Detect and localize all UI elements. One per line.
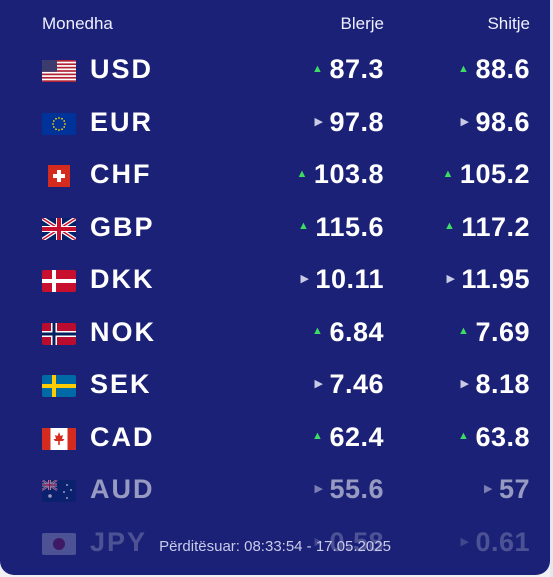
sell-rate-value: 11.95 <box>461 264 530 294</box>
buy-rate-value: 97.8 <box>329 106 384 137</box>
rate-row-jpy: JPY ▶ 0.58 ▶ 0.61 <box>0 517 550 570</box>
ch-flag-icon <box>42 165 76 187</box>
buy-rate: ▲ 115.6 <box>298 212 384 243</box>
rate-row-gbp: GBP ▲ 115.6 ▲ 117.2 <box>0 202 550 255</box>
buy-rate: ▶ 55.6 <box>314 474 384 505</box>
trend-up-icon: ▲ <box>444 220 456 232</box>
buy-rate: ▲ 103.8 <box>297 159 384 190</box>
trend-flat-icon: ▶ <box>314 535 324 548</box>
eu-flag-icon <box>42 112 76 135</box>
sell-rate-value: 117.2 <box>461 211 530 242</box>
au-flag-icon <box>42 480 76 502</box>
sell-rate-value: 98.6 <box>475 106 530 137</box>
trend-flat-icon: ▶ <box>446 273 456 285</box>
se-flag-icon <box>42 375 76 397</box>
sell-rate-value: 0.61 <box>475 526 530 557</box>
ca-flag-icon <box>42 427 76 450</box>
rate-row-nok: NOK ▲ 6.84 ▲ 7.69 <box>0 307 550 360</box>
buy-rate: ▶ 97.8 <box>314 107 384 138</box>
sell-rate: ▲ 63.8 <box>458 422 530 453</box>
buy-rate-value: 6.84 <box>329 316 384 347</box>
sell-rate: ▶ 98.6 <box>460 107 530 138</box>
rate-row-chf: CHF ▲ 103.8 ▲ 105.2 <box>0 149 550 202</box>
buy-rate-value: 87.3 <box>329 54 384 84</box>
sell-rate: ▶ 57 <box>484 474 530 505</box>
sell-rate: ▶ 11.95 <box>446 264 530 295</box>
table-header: Monedha Blerje Shitje <box>0 14 550 34</box>
sell-rate-value: 57 <box>498 474 530 504</box>
trend-up-icon: ▲ <box>458 62 470 75</box>
rate-row-usd: USD ▲ 87.3 ▲ 88.6 <box>0 44 550 97</box>
buy-rate: ▶ 0.58 <box>314 527 384 558</box>
trend-up-icon: ▲ <box>312 430 324 442</box>
buy-rate-value: 103.8 <box>313 159 384 189</box>
currency-column-header: Monedha <box>42 14 113 33</box>
currency-code: AUD <box>90 474 155 504</box>
sell-rate: ▲ 88.6 <box>458 54 530 85</box>
trend-flat-icon: ▶ <box>314 115 324 128</box>
trend-up-icon: ▲ <box>442 167 454 180</box>
buy-rate: ▲ 62.4 <box>312 422 384 453</box>
us-flag-icon <box>42 60 76 82</box>
rate-row-dkk: DKK ▶ 10.11 ▶ 11.95 <box>0 254 550 307</box>
trend-up-icon: ▲ <box>296 167 308 180</box>
currency-code: DKK <box>90 264 155 294</box>
rate-row-sek: SEK ▶ 7.46 ▶ 8.18 <box>0 359 550 412</box>
currency-code: GBP <box>90 211 155 242</box>
currency-code: NOK <box>90 316 156 347</box>
buy-column-header: Blerje <box>340 14 384 33</box>
jp-flag-icon <box>42 532 76 555</box>
trend-flat-icon: ▶ <box>460 115 470 128</box>
sell-column-header: Shitje <box>487 14 530 33</box>
dk-flag-icon <box>42 270 76 292</box>
currency-code: USD <box>90 54 154 84</box>
trend-up-icon: ▲ <box>458 325 470 337</box>
trend-flat-icon: ▶ <box>460 378 470 390</box>
scrollbar[interactable] <box>550 0 553 577</box>
currency-code: EUR <box>90 106 154 137</box>
rate-row-cad: CAD ▲ 62.4 ▲ 63.8 <box>0 412 550 465</box>
buy-rate-value: 7.46 <box>329 369 384 399</box>
currency-code: SEK <box>90 369 152 399</box>
rate-row-aud: AUD ▶ 55.6 ▶ 57 <box>0 464 550 517</box>
currency-code: JPY <box>90 526 148 557</box>
sell-rate-value: 63.8 <box>475 421 530 452</box>
trend-flat-icon: ▶ <box>483 483 493 495</box>
trend-up-icon: ▲ <box>312 62 324 75</box>
last-updated-label: Përditësuar: 08:33:54 - 17.05.2025 <box>159 538 391 555</box>
sell-rate-value: 105.2 <box>459 159 530 189</box>
trend-flat-icon: ▶ <box>300 273 310 285</box>
gb-flag-icon <box>42 217 76 240</box>
trend-up-icon: ▲ <box>312 325 324 337</box>
no-flag-icon <box>42 322 76 345</box>
sell-rate: ▶ 0.61 <box>460 527 530 558</box>
buy-rate: ▲ 6.84 <box>312 317 384 348</box>
sell-rate: ▲ 7.69 <box>458 317 530 348</box>
buy-rate-value: 55.6 <box>329 474 384 504</box>
buy-rate-value: 10.11 <box>315 264 384 294</box>
currency-code: CHF <box>90 159 152 189</box>
rate-row-eur: EUR ▶ 97.8 ▶ 98.6 <box>0 97 550 150</box>
sell-rate: ▲ 117.2 <box>444 212 530 243</box>
trend-up-icon: ▲ <box>298 220 310 232</box>
sell-rate-value: 88.6 <box>475 54 530 84</box>
sell-rate: ▲ 105.2 <box>443 159 530 190</box>
sell-rate: ▶ 8.18 <box>460 369 530 400</box>
trend-flat-icon: ▶ <box>460 535 470 548</box>
sell-rate-value: 8.18 <box>475 369 530 399</box>
buy-rate: ▲ 87.3 <box>312 54 384 85</box>
trend-flat-icon: ▶ <box>314 378 324 390</box>
buy-rate: ▶ 10.11 <box>300 264 384 295</box>
buy-rate-value: 62.4 <box>329 421 384 452</box>
currency-code: CAD <box>90 421 155 452</box>
buy-rate-value: 0.58 <box>329 526 384 557</box>
sell-rate-value: 7.69 <box>475 316 530 347</box>
trend-flat-icon: ▶ <box>314 483 324 495</box>
rates-list: USD ▲ 87.3 ▲ 88.6 EUR ▶ 97.8 ▶ 98.6 CHF ▲ 103.8 ▲ 105.… <box>0 44 550 569</box>
buy-rate-value: 115.6 <box>315 211 384 242</box>
buy-rate: ▶ 7.46 <box>314 369 384 400</box>
trend-up-icon: ▲ <box>458 430 470 442</box>
